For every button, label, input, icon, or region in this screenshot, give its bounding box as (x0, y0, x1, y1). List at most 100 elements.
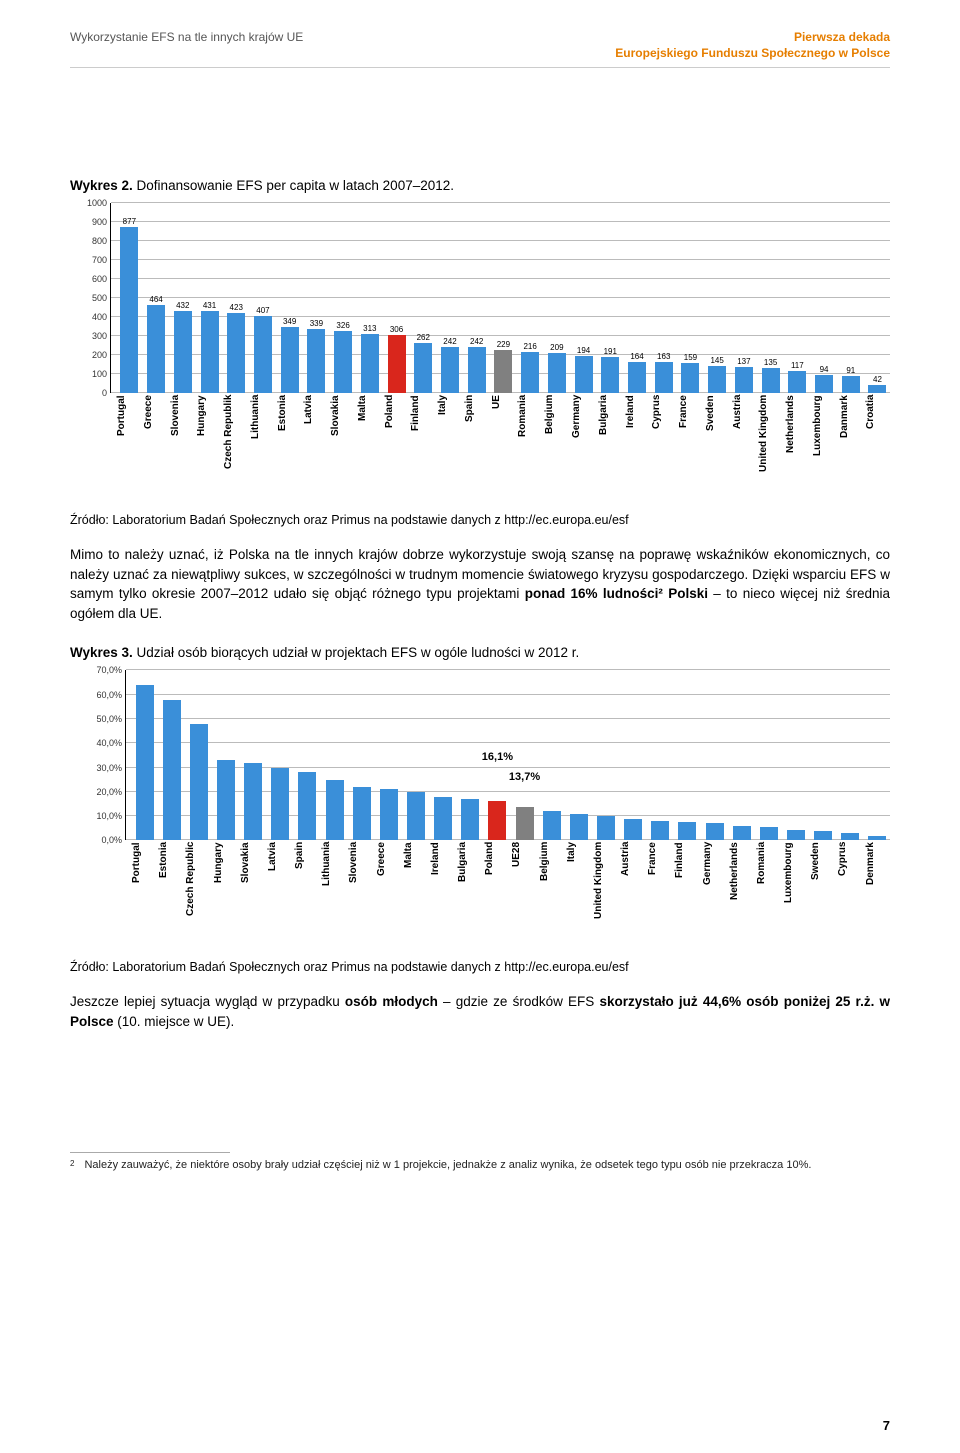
x-label: Poland (484, 842, 509, 952)
bar-value-label: 159 (684, 353, 697, 362)
y-tick: 600 (92, 274, 107, 284)
bar (760, 827, 778, 840)
x-label: Lithuania (321, 842, 346, 952)
bar-value-label: 163 (657, 352, 670, 361)
bar (281, 327, 299, 393)
bar (788, 371, 806, 393)
bar-col (132, 685, 157, 840)
bar-value-label: 91 (846, 366, 855, 375)
bar-col (756, 827, 781, 840)
y-tick: 300 (92, 331, 107, 341)
bar (735, 367, 753, 393)
bar (708, 366, 726, 394)
chart1-title-rest: Dofinansowanie EFS per capita w latach 2… (133, 178, 454, 193)
bar-value-label: 339 (310, 319, 323, 328)
bar-value-label: 42 (873, 375, 882, 384)
bar-col (241, 763, 266, 841)
x-label: Estonia (158, 842, 183, 952)
header-right: Pierwsza dekada Europejskiego Funduszu S… (615, 30, 890, 61)
x-label: Finland (674, 842, 699, 952)
bar-col: 349 (277, 317, 302, 393)
gridline (126, 669, 890, 670)
bar (516, 807, 534, 840)
bar-col (213, 760, 238, 840)
bar-col: 164 (625, 352, 650, 393)
bar-col (376, 789, 401, 840)
bar (468, 347, 486, 393)
bar-value-label: 242 (443, 337, 456, 346)
x-label: United Kingdom (593, 842, 618, 952)
bar (353, 787, 371, 840)
x-label: Poland (384, 395, 409, 505)
bar-col (431, 797, 456, 841)
bar-col: 159 (678, 353, 703, 393)
y-tick: 20,0% (96, 787, 122, 797)
bar (380, 789, 398, 840)
bar-value-label: 877 (123, 217, 136, 226)
chart2-title: Wykres 3. Udział osób biorących udział w… (70, 645, 890, 660)
bar-value-label: 145 (710, 356, 723, 365)
bar-col: 242 (464, 337, 489, 393)
bar (136, 685, 154, 840)
x-label: United Kingdom (758, 395, 783, 505)
x-label: Austria (620, 842, 645, 952)
bar (494, 350, 512, 394)
bar (543, 811, 561, 840)
bar (307, 329, 325, 393)
bar-value-label: 194 (577, 346, 590, 355)
footnote-text: Należy zauważyć, że niektóre osoby brały… (84, 1159, 811, 1171)
bar-callout: 16,1% (482, 751, 513, 763)
bar-col: 42 (865, 375, 890, 393)
bar-col (593, 816, 618, 840)
bar-value-label: 349 (283, 317, 296, 326)
bar (521, 352, 539, 393)
x-label: Malta (403, 842, 428, 952)
x-label: Czech Republik (223, 395, 248, 505)
bar-value-label: 464 (149, 295, 162, 304)
bar (762, 368, 780, 394)
bar (842, 376, 860, 393)
x-label: Romania (756, 842, 781, 952)
x-label: Italy (566, 842, 591, 952)
bar (706, 823, 724, 840)
x-label: Sveden (705, 395, 730, 505)
y-tick: 900 (92, 217, 107, 227)
bar (244, 763, 262, 841)
footnote: 2 Należy zauważyć, że niektóre osoby bra… (70, 1159, 890, 1171)
bar (147, 305, 165, 393)
x-label: Slovenia (170, 395, 195, 505)
paragraph-1: Mimo to należy uznać, iż Polska na tle i… (70, 545, 890, 623)
bar (361, 334, 379, 393)
x-label: France (678, 395, 703, 505)
x-label: Danmark (839, 395, 864, 505)
footnote-number: 2 (70, 1159, 74, 1171)
x-label: Luxembourg (812, 395, 837, 505)
bar-col (648, 821, 673, 840)
bar-col (675, 822, 700, 840)
bar-col: 432 (170, 301, 195, 393)
bar-col (621, 819, 646, 841)
bar (298, 772, 316, 840)
x-label: Croatia (865, 395, 890, 505)
bar-col: 209 (545, 343, 570, 393)
x-label: Czech Republic (185, 842, 210, 952)
bar (570, 814, 588, 841)
bar-col: 191 (598, 347, 623, 393)
x-label: Hungary (213, 842, 238, 952)
bar-value-label: 209 (550, 343, 563, 352)
bar (841, 833, 859, 840)
chart1-title-prefix: Wykres 2. (70, 178, 133, 193)
y-tick: 60,0% (96, 690, 122, 700)
bar-col (349, 787, 374, 840)
y-tick: 800 (92, 236, 107, 246)
bar (488, 801, 506, 840)
bar (190, 724, 208, 841)
bar-col: 163 (651, 352, 676, 393)
bar (678, 822, 696, 840)
bar-col (268, 768, 293, 841)
x-label: Ireland (625, 395, 650, 505)
bar-value-label: 117 (791, 361, 804, 370)
x-label: Romania (517, 395, 542, 505)
bar-col: 262 (411, 333, 436, 393)
bar (326, 780, 344, 841)
